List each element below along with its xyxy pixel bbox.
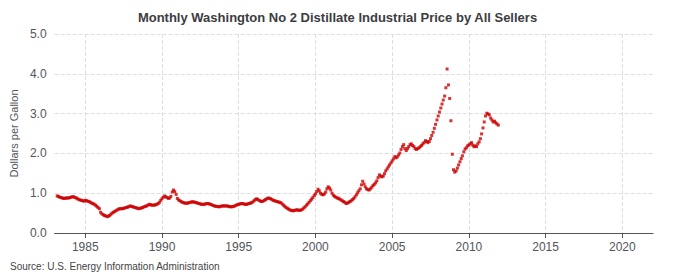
svg-text:0.0: 0.0: [30, 226, 47, 240]
svg-text:Source: U.S. Energy Informatio: Source: U.S. Energy Information Administ…: [10, 261, 220, 272]
svg-text:2020: 2020: [609, 240, 636, 254]
svg-text:4.0: 4.0: [30, 67, 47, 81]
svg-text:2010: 2010: [456, 240, 483, 254]
svg-text:1990: 1990: [149, 240, 176, 254]
svg-text:1985: 1985: [72, 240, 99, 254]
svg-text:1995: 1995: [225, 240, 252, 254]
svg-text:1.0: 1.0: [30, 186, 47, 200]
svg-text:2.0: 2.0: [30, 146, 47, 160]
svg-text:5.0: 5.0: [30, 27, 47, 41]
svg-text:2005: 2005: [379, 240, 406, 254]
svg-text:Dollars per Gallon: Dollars per Gallon: [8, 89, 20, 177]
svg-text:2000: 2000: [302, 240, 329, 254]
svg-text:Monthly Washington No 2 Distil: Monthly Washington No 2 Distillate Indus…: [138, 10, 537, 25]
svg-text:2015: 2015: [532, 240, 559, 254]
svg-text:3.0: 3.0: [30, 107, 47, 121]
